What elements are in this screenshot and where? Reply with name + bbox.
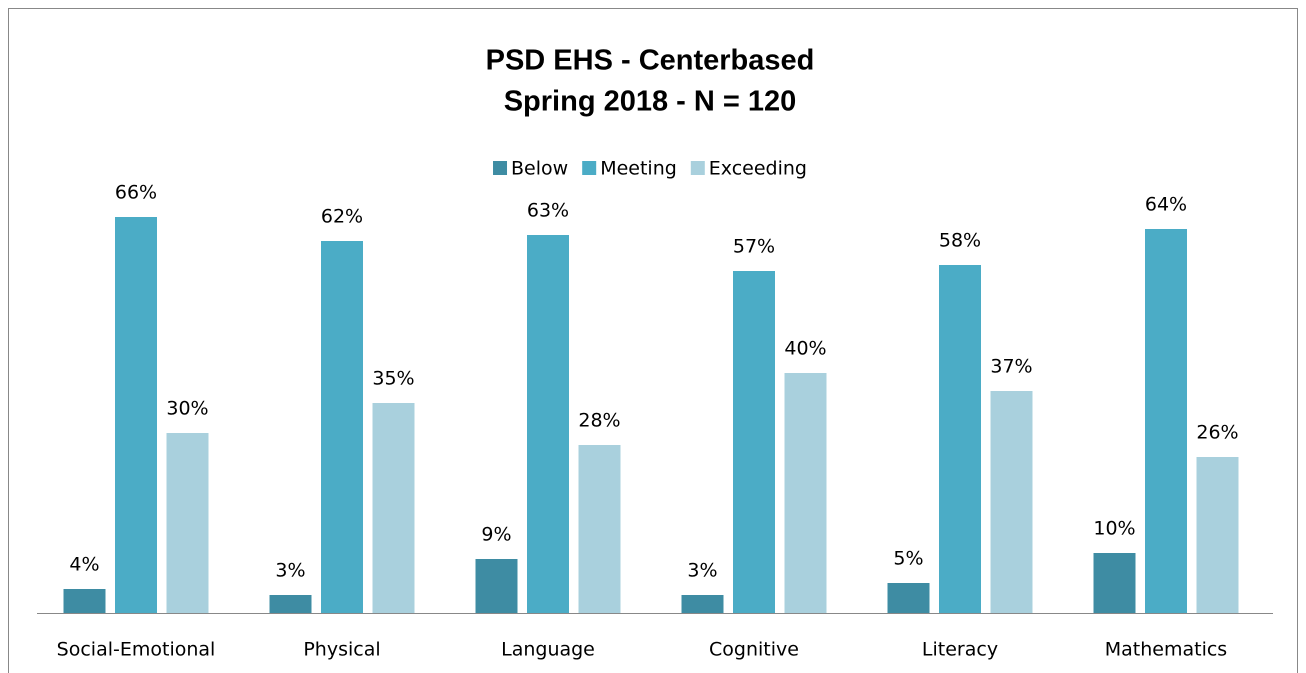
data-label: 3% bbox=[687, 560, 717, 582]
bar bbox=[939, 265, 981, 613]
data-label: 40% bbox=[784, 338, 826, 360]
data-label: 28% bbox=[578, 410, 620, 432]
bar bbox=[166, 433, 209, 613]
bar bbox=[321, 241, 363, 613]
data-label: 5% bbox=[893, 548, 923, 570]
bar bbox=[887, 583, 930, 613]
x-tick-label: Language bbox=[501, 639, 595, 661]
x-tick-label: Physical bbox=[303, 639, 380, 661]
x-tick-label: Cognitive bbox=[709, 639, 799, 661]
x-tick-label: Literacy bbox=[922, 639, 998, 661]
legend-swatch bbox=[493, 161, 508, 175]
bar bbox=[733, 271, 775, 613]
bar bbox=[990, 391, 1033, 613]
data-label: 26% bbox=[1196, 422, 1238, 444]
data-label: 63% bbox=[527, 200, 569, 222]
chart-title: PSD EHS - Centerbased bbox=[486, 45, 815, 77]
data-label: 66% bbox=[115, 182, 157, 204]
data-label: 3% bbox=[275, 560, 305, 582]
bar bbox=[115, 217, 157, 613]
bar bbox=[63, 589, 106, 613]
bar bbox=[372, 403, 415, 613]
data-label: 35% bbox=[372, 368, 414, 390]
chart-subtitle: Spring 2018 - N = 120 bbox=[504, 86, 797, 118]
bar bbox=[269, 595, 312, 613]
legend-swatch bbox=[582, 161, 597, 175]
data-label: 37% bbox=[990, 356, 1032, 378]
legend-label: Meeting bbox=[600, 158, 677, 180]
bar bbox=[1093, 553, 1136, 613]
legend-swatch bbox=[690, 161, 705, 175]
legend-label: Exceeding bbox=[709, 158, 807, 180]
x-tick-label: Mathematics bbox=[1105, 639, 1227, 661]
data-label: 10% bbox=[1093, 518, 1135, 540]
x-tick-label: Social-Emotional bbox=[57, 639, 216, 661]
data-label: 62% bbox=[321, 206, 363, 228]
data-label: 57% bbox=[733, 236, 775, 258]
data-label: 58% bbox=[939, 230, 981, 252]
bar bbox=[784, 373, 827, 613]
chart-frame bbox=[8, 8, 1298, 673]
data-label: 4% bbox=[69, 554, 99, 576]
bar bbox=[578, 445, 621, 613]
bar bbox=[1145, 229, 1187, 613]
bar bbox=[681, 595, 724, 613]
bar bbox=[475, 559, 518, 613]
bar bbox=[1196, 457, 1239, 613]
data-label: 64% bbox=[1145, 194, 1187, 216]
legend-label: Below bbox=[511, 158, 568, 180]
bar bbox=[527, 235, 569, 613]
data-label: 30% bbox=[166, 398, 208, 420]
data-label: 9% bbox=[481, 524, 511, 546]
